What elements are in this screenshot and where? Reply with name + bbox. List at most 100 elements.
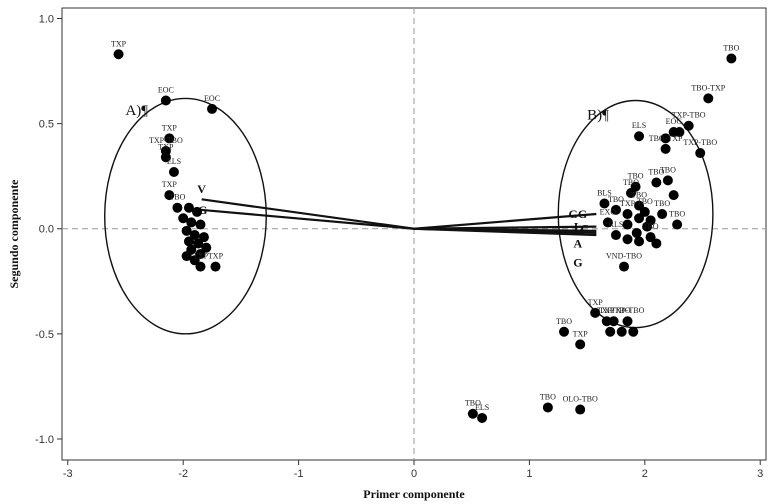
data-point xyxy=(168,166,179,177)
data-point xyxy=(622,219,633,230)
data-point xyxy=(181,225,192,236)
point-label: TXP xyxy=(111,39,127,48)
point-label: ELS xyxy=(167,157,181,166)
x-tick-label: 0 xyxy=(411,468,417,480)
data-point xyxy=(610,204,621,215)
data-point xyxy=(183,202,194,213)
data-point xyxy=(160,95,171,106)
x-tick-label: 3 xyxy=(757,468,763,480)
vector-label: GG xyxy=(569,207,588,221)
y-tick-label: 1.0 xyxy=(39,14,54,26)
x-tick-label: 1 xyxy=(526,468,532,480)
point-label: ELS xyxy=(475,403,489,412)
data-point xyxy=(599,198,610,209)
point-label: TXP xyxy=(599,306,615,315)
point-label: TBO xyxy=(669,210,685,219)
data-point xyxy=(189,255,200,266)
data-point xyxy=(622,209,633,220)
data-point xyxy=(619,261,630,272)
data-point xyxy=(608,316,619,327)
x-tick-label: -2 xyxy=(178,468,188,480)
vector-label: L xyxy=(574,220,582,234)
point-label: TBO xyxy=(540,392,556,401)
point-label: TBO xyxy=(623,178,639,187)
data-point xyxy=(559,326,570,337)
loading-vector xyxy=(413,212,597,230)
point-label: TXP-TBO xyxy=(149,136,183,145)
data-point xyxy=(622,234,633,245)
data-point xyxy=(628,326,639,337)
point-label: EOC xyxy=(204,94,220,103)
data-point xyxy=(602,217,613,228)
data-point xyxy=(703,93,714,104)
y-tick-label: 0.0 xyxy=(39,224,54,236)
data-point xyxy=(113,49,124,60)
point-label: RLS xyxy=(609,220,624,229)
data-point xyxy=(651,238,662,249)
vector-label: A xyxy=(574,236,583,250)
data-point xyxy=(575,404,586,415)
vector-label: G xyxy=(573,255,582,269)
point-label: TBO xyxy=(608,195,624,204)
point-label: TXP xyxy=(208,252,224,261)
point-label: BLS xyxy=(597,189,612,198)
point-label: TBO xyxy=(643,222,659,231)
data-point xyxy=(662,175,673,186)
loading-vector xyxy=(200,208,415,230)
data-point xyxy=(193,238,204,249)
data-point xyxy=(477,412,488,423)
data-point xyxy=(631,227,642,238)
point-label: TBO xyxy=(660,165,676,174)
point-label: TXP xyxy=(573,329,589,338)
data-point xyxy=(207,103,218,114)
point-label: TXP xyxy=(158,142,174,151)
group-label: A)¶ xyxy=(125,103,148,119)
y-axis-label: Segundo componente xyxy=(7,179,21,289)
x-tick-label: -1 xyxy=(294,468,304,480)
data-point xyxy=(645,232,656,243)
loading-vector xyxy=(201,198,415,230)
point-label: TBO-TXP xyxy=(691,83,725,92)
data-point xyxy=(610,230,621,241)
data-points xyxy=(113,49,737,423)
data-point xyxy=(616,326,627,337)
group-labels: A)¶ B)¶ xyxy=(125,103,609,123)
data-point xyxy=(195,261,206,272)
vector-label: V xyxy=(197,182,206,196)
data-point xyxy=(634,213,645,224)
y-tick-label: 0.5 xyxy=(39,119,54,131)
data-point xyxy=(183,236,194,247)
data-point xyxy=(210,261,221,272)
point-label: TBO xyxy=(465,399,481,408)
data-point xyxy=(164,190,175,201)
x-axis-label: Primer componente xyxy=(363,487,465,501)
data-point xyxy=(657,209,668,220)
vector-label: C xyxy=(580,222,589,236)
point-label: OLO-TBO xyxy=(563,395,598,404)
data-point xyxy=(668,190,679,201)
point-label: TBO xyxy=(631,191,647,200)
x-tick-label: 2 xyxy=(642,468,648,480)
y-axis: -1.0 -0.5 0.0 0.5 1.0 xyxy=(35,14,62,446)
point-label: TXP-TBO xyxy=(611,306,645,315)
point-label: TBO xyxy=(648,167,664,176)
point-label: TBO xyxy=(628,172,644,181)
data-point xyxy=(181,251,192,262)
point-label: TBO xyxy=(169,193,185,202)
data-point xyxy=(164,133,175,144)
data-point xyxy=(186,217,197,228)
data-point xyxy=(651,177,662,188)
point-label: EOC xyxy=(666,117,682,126)
loading-vector xyxy=(413,227,597,237)
point-label: VND-TBO xyxy=(606,252,642,261)
data-point xyxy=(634,131,645,142)
point-label: TBO-TXP xyxy=(649,134,683,143)
x-tick-label: -3 xyxy=(63,468,73,480)
point-label: TXP xyxy=(620,199,636,208)
data-point xyxy=(668,127,679,138)
data-point xyxy=(634,236,645,247)
data-point xyxy=(642,221,653,232)
point-label: TBO xyxy=(556,317,572,326)
